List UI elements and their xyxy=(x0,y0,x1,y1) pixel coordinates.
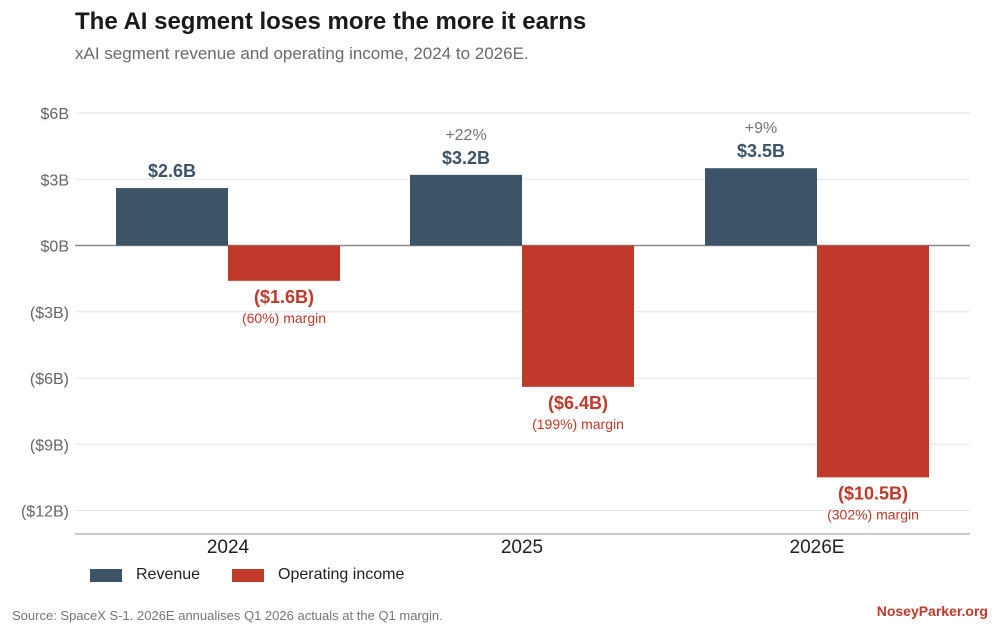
legend-label-operating-income: Operating income xyxy=(278,566,405,583)
operating-income-value-label: ($1.6B) xyxy=(254,287,314,307)
y-tick-label: $3B xyxy=(41,172,69,189)
growth-label: +22% xyxy=(445,127,486,144)
revenue-value-label: $3.5B xyxy=(737,141,785,161)
legend-swatch-revenue xyxy=(90,568,122,582)
x-tick-label: 2026E xyxy=(790,537,845,558)
revenue-bar xyxy=(410,174,522,246)
margin-label: (199%) margin xyxy=(532,416,624,432)
chart-legend: Revenue Operating income xyxy=(90,566,436,584)
source-note: Source: SpaceX S-1. 2026E annualises Q1 … xyxy=(12,608,443,623)
brand-mark[interactable]: NoseyParker.org xyxy=(876,603,988,619)
revenue-value-label: $2.6B xyxy=(148,161,196,181)
y-tick-label: ($9B) xyxy=(30,437,69,454)
legend-item-operating-income: Operating income xyxy=(232,566,404,584)
margin-label: (60%) margin xyxy=(242,310,326,326)
revenue-bar xyxy=(116,188,228,246)
operating-income-value-label: ($6.4B) xyxy=(548,393,608,413)
x-tick-label: 2024 xyxy=(207,537,250,558)
legend-swatch-operating-income xyxy=(232,568,265,582)
chart-title: The AI segment loses more the more it ea… xyxy=(75,8,587,35)
operating-income-bar xyxy=(522,245,634,387)
y-tick-label: $0B xyxy=(41,239,69,256)
operating-income-value-label: ($10.5B) xyxy=(838,483,908,503)
operating-income-bar xyxy=(228,245,340,281)
chart-subtitle: xAI segment revenue and operating income… xyxy=(75,44,529,63)
legend-label-revenue: Revenue xyxy=(136,566,201,583)
y-tick-label: ($6B) xyxy=(30,371,69,388)
x-tick-label: 2025 xyxy=(501,537,543,558)
operating-income-bar xyxy=(817,245,929,478)
y-tick-label: ($12B) xyxy=(21,504,69,521)
revenue-bar xyxy=(705,168,817,246)
y-tick-label: ($3B) xyxy=(30,305,69,322)
margin-label: (302%) margin xyxy=(827,506,919,522)
y-tick-label: $6B xyxy=(41,106,69,123)
revenue-value-label: $3.2B xyxy=(442,148,490,168)
growth-label: +9% xyxy=(745,120,777,137)
legend-item-revenue: Revenue xyxy=(90,566,200,584)
